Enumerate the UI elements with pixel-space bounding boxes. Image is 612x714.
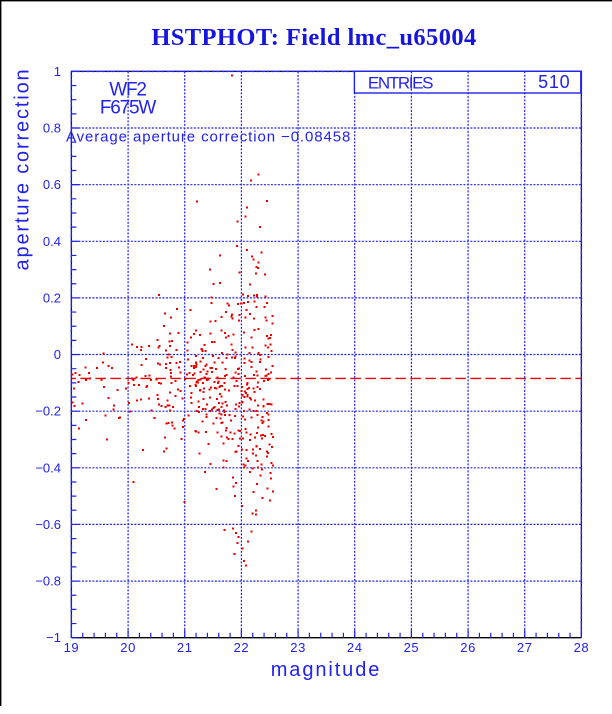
- svg-text:−0.4: −0.4: [35, 460, 61, 475]
- svg-text:20: 20: [120, 640, 136, 655]
- svg-text:19: 19: [64, 640, 80, 655]
- svg-text:0.6: 0.6: [43, 177, 61, 192]
- svg-text:21: 21: [177, 640, 193, 655]
- svg-text:0.8: 0.8: [43, 121, 61, 136]
- svg-text:26: 26: [460, 640, 476, 655]
- svg-text:F675W: F675W: [100, 98, 157, 119]
- svg-text:−0.8: −0.8: [35, 574, 61, 589]
- svg-text:Average aperture correction −0: Average aperture correction −0.08458: [66, 129, 351, 146]
- svg-text:23: 23: [290, 640, 306, 655]
- svg-text:magnitude: magnitude: [271, 659, 382, 681]
- svg-text:1: 1: [54, 64, 61, 79]
- svg-text:24: 24: [347, 640, 363, 655]
- svg-text:−1: −1: [46, 630, 61, 645]
- svg-text:ENTRIES: ENTRIES: [368, 74, 433, 93]
- svg-text:−0.2: −0.2: [35, 404, 61, 419]
- svg-text:0.4: 0.4: [43, 234, 61, 249]
- svg-text:0.2: 0.2: [43, 290, 61, 305]
- svg-text:27: 27: [517, 640, 533, 655]
- svg-text:510: 510: [538, 72, 570, 92]
- svg-text:28: 28: [574, 640, 590, 655]
- svg-text:22: 22: [234, 640, 250, 655]
- svg-text:0: 0: [54, 347, 61, 362]
- svg-text:HSTPHOT: Field lmc_u65004: HSTPHOT: Field lmc_u65004: [151, 24, 476, 51]
- svg-text:−0.6: −0.6: [35, 517, 61, 532]
- svg-text:WF2: WF2: [109, 79, 146, 100]
- svg-text:aperture correction: aperture correction: [12, 67, 34, 270]
- svg-text:25: 25: [404, 640, 420, 655]
